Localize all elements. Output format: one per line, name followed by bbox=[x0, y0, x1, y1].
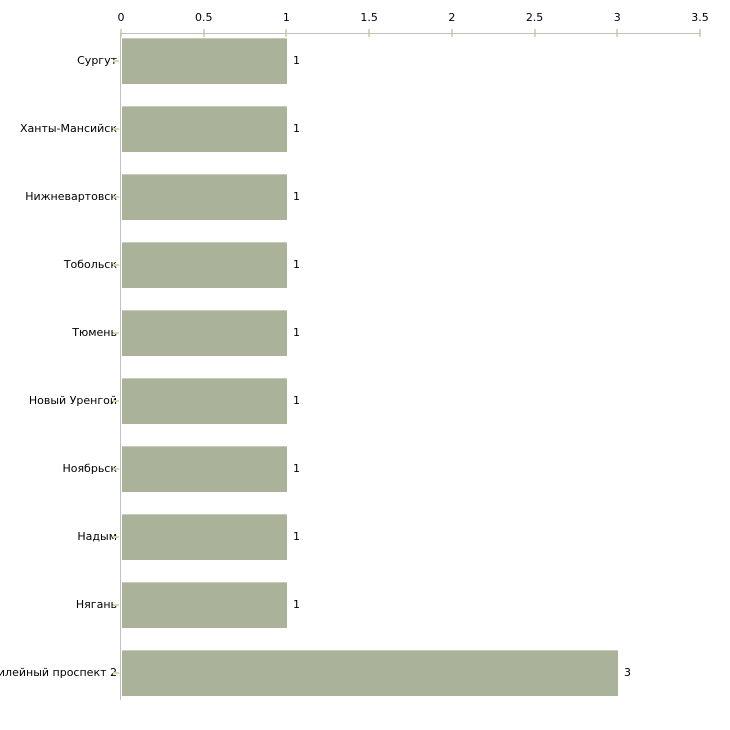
category-label: Тобольск bbox=[63, 258, 117, 271]
value-label: 1 bbox=[293, 190, 300, 203]
category-label: Ноябрьск bbox=[62, 462, 117, 475]
value-label: 1 bbox=[293, 258, 300, 271]
bar bbox=[122, 378, 287, 424]
bar bbox=[122, 514, 287, 560]
x-tick-label: 1.5 bbox=[360, 11, 378, 24]
value-label: 1 bbox=[293, 326, 300, 339]
category-label: Новый Уренгой bbox=[28, 394, 117, 407]
y-axis-line bbox=[120, 33, 121, 700]
x-tick-label: 3 bbox=[613, 11, 621, 24]
category-label: Юбилейный проспект 2 bbox=[0, 666, 117, 679]
category-label: Нягань bbox=[75, 598, 117, 611]
category-tick-mark bbox=[113, 400, 119, 402]
x-tick-label: 2.5 bbox=[525, 11, 544, 24]
category-label: Надым bbox=[77, 530, 117, 543]
value-label: 1 bbox=[293, 530, 300, 543]
bar bbox=[122, 242, 287, 288]
bar bbox=[122, 106, 287, 152]
x-tick-label: 2 bbox=[448, 11, 456, 24]
value-label: 1 bbox=[293, 394, 300, 407]
x-tick-label: 0.5 bbox=[194, 11, 213, 24]
category-tick-mark bbox=[113, 128, 119, 130]
category-tick-mark bbox=[113, 604, 119, 606]
bar bbox=[122, 582, 287, 628]
x-axis-line bbox=[121, 33, 701, 34]
bar bbox=[122, 38, 287, 84]
value-label: 1 bbox=[293, 54, 300, 67]
x-tick-label: 3.5 bbox=[691, 11, 709, 24]
category-tick-mark bbox=[113, 332, 119, 334]
x-tick-label: 0 bbox=[117, 11, 125, 24]
bar bbox=[122, 174, 287, 220]
x-tick-label: 1 bbox=[282, 11, 290, 24]
value-label: 1 bbox=[293, 598, 300, 611]
category-tick-mark bbox=[113, 672, 119, 674]
category-label: Сургут bbox=[77, 54, 117, 67]
value-label: 3 bbox=[624, 666, 631, 679]
category-label: Ханты-Мансийск bbox=[20, 122, 117, 135]
category-tick-mark bbox=[113, 60, 119, 62]
category-tick-mark bbox=[113, 264, 119, 266]
bar bbox=[122, 446, 287, 492]
category-tick-mark bbox=[113, 196, 119, 198]
category-label: Тюмень bbox=[72, 326, 117, 339]
category-tick-mark bbox=[113, 536, 119, 538]
category-label: Нижневартовск bbox=[25, 190, 117, 203]
value-label: 1 bbox=[293, 462, 300, 475]
bar bbox=[122, 650, 618, 696]
category-tick-mark bbox=[113, 468, 119, 470]
value-label: 1 bbox=[293, 122, 300, 135]
bar bbox=[122, 310, 287, 356]
